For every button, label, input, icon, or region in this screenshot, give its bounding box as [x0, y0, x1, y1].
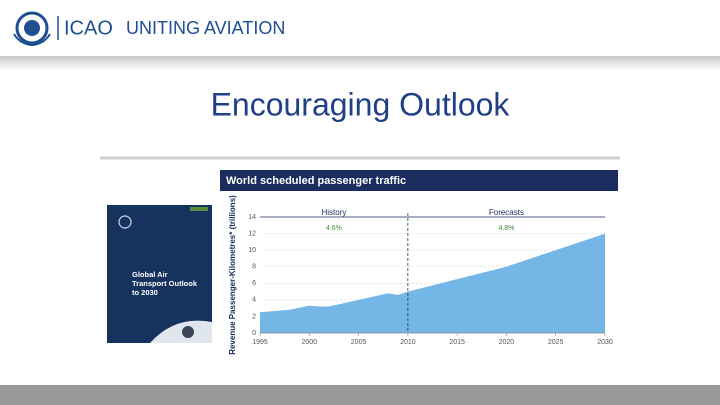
area [260, 233, 605, 333]
book-title-text: Global Air Transport Outlook to 2030 [132, 270, 198, 297]
y-tick-label: 8 [252, 264, 256, 271]
y-tick-label: 4 [252, 297, 256, 304]
x-tick-label: 2025 [548, 339, 564, 346]
tagline: UNITING AVIATION [126, 18, 285, 38]
header-shadow [0, 56, 720, 70]
y-tick-label: 14 [248, 214, 256, 221]
y-tick-label: 12 [248, 230, 256, 237]
y-tick-label: 10 [248, 247, 256, 254]
org-name: ICAO [64, 17, 113, 39]
y-tick-label: 2 [252, 313, 256, 320]
book-cover: Global Air Transport Outlook to 2030 [107, 205, 212, 343]
x-tick-label: 2030 [597, 339, 613, 346]
chart-title-bar [220, 170, 618, 191]
y-tick-label: 6 [252, 280, 256, 287]
chart-title: World scheduled passenger traffic [226, 175, 406, 187]
x-tick-label: 1995 [252, 339, 268, 346]
slide-title: Encouraging Outlook [211, 86, 511, 122]
y-axis-label: Revenue Passenger-Kilometres* (trillions… [228, 195, 237, 355]
book-title: Global Air Transport Outlook to 2030 [132, 270, 198, 297]
annotation: 4.6% [326, 225, 342, 232]
x-tick-label: 2010 [400, 339, 416, 346]
x-tick-label: 2005 [351, 339, 367, 346]
x-tick-label: 2000 [301, 339, 317, 346]
annotation: 4.8% [498, 225, 514, 232]
x-tick-label: 2015 [449, 339, 465, 346]
y-tick-label: 0 [252, 330, 256, 337]
annotation: History [321, 208, 346, 217]
annotation: Forecasts [489, 208, 524, 217]
logo [13, 11, 51, 47]
footer-bar [0, 385, 720, 405]
x-tick-label: 2020 [499, 339, 515, 346]
